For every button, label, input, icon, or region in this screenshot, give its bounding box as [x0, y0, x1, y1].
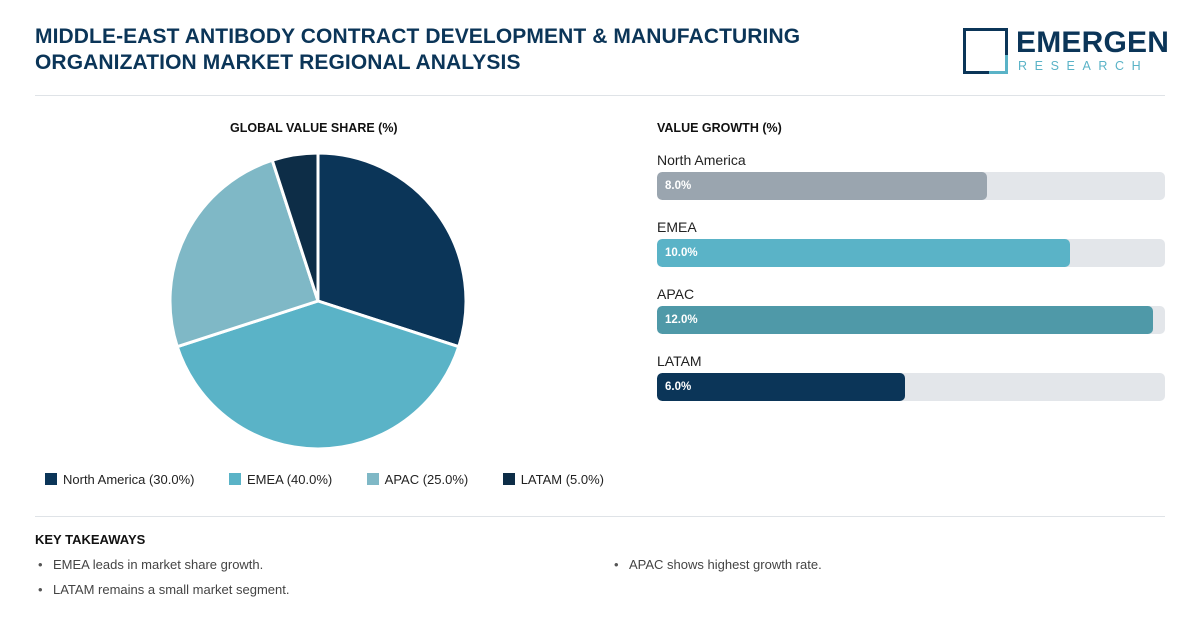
bar-value-latam: 6.0% [665, 381, 692, 393]
page-title-line-1: MIDDLE-EAST ANTIBODY CONTRACT DEVELOPMEN… [35, 25, 801, 48]
legend-item-north-america: North America (30.0%) [45, 472, 195, 488]
legend-item-emea: EMEA (40.0%) [228, 471, 333, 488]
bar-row-apac: APAC 12.0% [657, 285, 1165, 345]
legend-item-apac: APAC (25.0%) [366, 471, 469, 488]
logo-wordmark: EMERGEN [1016, 26, 1170, 59]
legend-swatch-north-america [45, 472, 57, 485]
bar-label-north-america: North America [657, 152, 746, 168]
bar-label-latam: LATAM [657, 353, 702, 369]
logo-subtitle: RESEARCH [1018, 59, 1149, 73]
legend-label-latam: LATAM (5.0%) [520, 471, 605, 487]
bar-value-apac: 12.0% [665, 314, 698, 326]
takeaway-item: • EMEA leads in market share growth. [35, 557, 263, 573]
pie-slice-north-america [316, 152, 468, 349]
legend-label-emea: EMEA (40.0%) [246, 471, 333, 487]
bar-value-north-america: 8.0% [665, 180, 692, 192]
legend-swatch-latam [502, 472, 515, 485]
bar-track-apac: 12.0% [657, 306, 1165, 334]
bar-track-north-america: 8.0% [657, 172, 1165, 200]
bar-latam [657, 373, 905, 401]
pie-slice-apac [168, 158, 320, 349]
bullet-icon: • [38, 557, 43, 572]
legend-label-apac: APAC (25.0%) [384, 471, 469, 487]
key-takeaways-title: KEY TAKEAWAYS [35, 532, 146, 547]
bar-value-emea: 10.0% [665, 247, 698, 259]
pie-chart-title: GLOBAL VALUE SHARE (%) [230, 121, 398, 135]
bar-track-emea: 10.0% [657, 239, 1165, 267]
header: MIDDLE-EAST ANTIBODY CONTRACT DEVELOPMEN… [35, 24, 1169, 96]
takeaway-item: • LATAM remains a small market segment. [35, 582, 289, 598]
bar-emea [657, 239, 1070, 267]
legend-swatch-apac [366, 472, 379, 485]
bar-chart-title: VALUE GROWTH (%) [657, 121, 782, 135]
takeaway-item: • APAC shows highest growth rate. [611, 557, 822, 573]
bar-label-apac: APAC [657, 286, 695, 302]
bullet-icon: • [38, 582, 43, 597]
bullet-icon: • [614, 557, 619, 572]
bar-track-latam: 6.0% [657, 373, 1165, 401]
legend-label-north-america: North America (30.0%) [63, 471, 195, 487]
pie-legend: North America (30.0%) EMEA (40.0%) APAC … [45, 471, 634, 487]
takeaway-text: APAC shows highest growth rate. [629, 557, 822, 572]
pie-slice-latam [270, 152, 320, 303]
page-title: MIDDLE-EAST ANTIBODY CONTRACT DEVELOPMEN… [35, 24, 895, 76]
takeaway-text: EMEA leads in market share growth. [53, 557, 264, 572]
bar-row-emea: EMEA 10.0% [657, 218, 1165, 278]
takeaways-divider [35, 516, 1165, 517]
header-divider [35, 95, 1165, 96]
bar-row-latam: LATAM 6.0% [657, 352, 1165, 412]
bar-label-emea: EMEA [657, 219, 697, 235]
legend-swatch-emea [228, 472, 241, 485]
bar-apac [657, 306, 1153, 334]
pie-chart [168, 152, 468, 451]
legend-item-latam: LATAM (5.0%) [502, 471, 605, 488]
takeaway-text: LATAM remains a small market segment. [53, 582, 290, 597]
logo-mark-icon [963, 28, 1008, 74]
page-title-line-2: ORGANIZATION MARKET REGIONAL ANALYSIS [35, 51, 521, 74]
bar-north-america [657, 172, 988, 200]
pie-slice-emea [175, 299, 461, 451]
emergen-research-logo: EMERGEN RESEARCH [963, 27, 1169, 76]
bar-row-north-america: North America 8.0% [657, 151, 1165, 211]
